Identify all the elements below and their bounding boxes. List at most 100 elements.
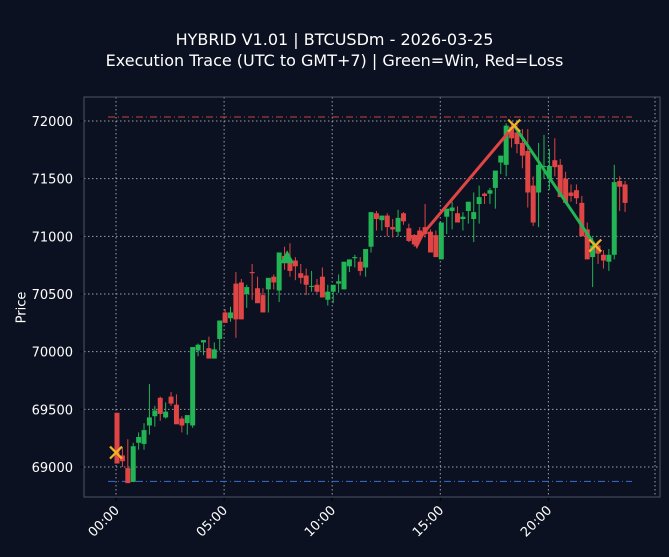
plot-frame — [83, 96, 661, 498]
candle-down — [600, 254, 606, 261]
candle-up — [184, 415, 190, 424]
candle-up — [492, 170, 498, 188]
candle-up — [465, 201, 471, 211]
candle-down — [357, 261, 363, 271]
candle-up — [352, 257, 358, 259]
candle-down — [222, 312, 228, 323]
candle-down — [519, 142, 525, 156]
candle-down — [482, 193, 488, 196]
win-trade-line — [512, 124, 597, 247]
candle-down — [509, 126, 515, 139]
candle-up — [163, 411, 169, 418]
candle-down — [563, 178, 569, 203]
candle-up — [438, 222, 444, 260]
candle-up — [244, 287, 250, 294]
y-tick-label: 72000 — [32, 115, 73, 130]
candle-down — [179, 418, 185, 426]
candle-up — [444, 208, 450, 217]
candle-down — [271, 276, 277, 283]
x-tick-label: 20:00 — [518, 503, 555, 540]
candle-up — [141, 430, 147, 444]
candle-up — [487, 190, 493, 194]
candle-up — [476, 197, 482, 205]
triangle-down-icon — [409, 234, 424, 249]
candles — [114, 122, 628, 484]
candle-up — [336, 281, 342, 284]
y-tick-label: 70500 — [32, 288, 73, 303]
grid-lines — [84, 97, 660, 497]
candle-down — [573, 190, 579, 199]
candle-up — [211, 349, 217, 359]
candle-up — [611, 182, 617, 255]
candle-down — [579, 202, 585, 237]
candle-down — [568, 192, 574, 196]
candle-up — [152, 410, 158, 417]
candle-up — [130, 446, 136, 482]
candle-up — [146, 417, 152, 426]
candle-down — [525, 150, 531, 193]
candle-down — [406, 228, 412, 241]
candle-up — [136, 437, 142, 443]
candle-down — [157, 397, 163, 414]
candle-down — [557, 164, 563, 198]
candle-down — [530, 185, 536, 223]
candle-up — [341, 261, 347, 290]
candle-down — [303, 275, 309, 285]
candle-down — [417, 230, 423, 237]
reference-lines — [108, 116, 632, 482]
candle-up — [536, 164, 542, 193]
candle-down — [390, 227, 396, 230]
candle-down — [584, 229, 590, 260]
candle-down — [373, 213, 379, 220]
candle-up — [606, 254, 612, 262]
candle-up — [368, 212, 374, 247]
candle-up — [217, 320, 223, 339]
candle-down — [298, 273, 304, 278]
candle-down — [617, 180, 623, 187]
candle-down — [552, 160, 558, 168]
candle-up — [265, 277, 271, 290]
candle-down — [622, 184, 628, 203]
y-tick-label: 71500 — [32, 173, 73, 188]
y-tick-label: 69500 — [32, 403, 73, 418]
candle-up — [325, 291, 331, 300]
x-marker-icon — [507, 118, 521, 133]
x-marker-icon — [588, 238, 603, 253]
candle-up — [190, 347, 196, 426]
candle-down — [114, 412, 120, 464]
candle-up — [449, 207, 455, 211]
y-tick-label: 69000 — [32, 461, 73, 476]
candle-down — [238, 282, 244, 320]
candle-down — [168, 396, 174, 404]
triangle-up-icon — [280, 250, 295, 264]
chart-title-line1: HYBRID V1.01 | BTCUSDm - 2026-03-25 — [175, 30, 494, 49]
candle-down — [319, 276, 325, 298]
candle-up — [309, 285, 315, 287]
candle-down — [173, 404, 179, 425]
y-tick-label: 70000 — [32, 346, 73, 361]
trade-overlays — [109, 118, 603, 460]
candle-up — [460, 216, 466, 220]
candle-up — [590, 245, 596, 258]
candle-down — [455, 213, 461, 223]
candle-up — [195, 344, 201, 351]
candle-down — [514, 132, 520, 145]
candle-down — [125, 468, 131, 484]
x-marker-icon — [109, 445, 123, 460]
loss-trade-line — [415, 124, 516, 242]
candle-down — [287, 259, 293, 271]
candle-up — [471, 212, 477, 220]
x-tick-label: 05:00 — [194, 503, 231, 540]
candle-up — [541, 165, 547, 168]
candle-up — [379, 215, 385, 221]
candle-up — [228, 312, 234, 319]
candle-up — [546, 165, 552, 179]
candle-down — [233, 283, 239, 320]
candle-up — [200, 340, 206, 343]
candle-up — [346, 259, 352, 267]
y-tick-label: 71000 — [32, 230, 73, 245]
candle-down — [206, 348, 212, 359]
candle-down — [433, 235, 439, 258]
candle-down — [119, 455, 125, 462]
